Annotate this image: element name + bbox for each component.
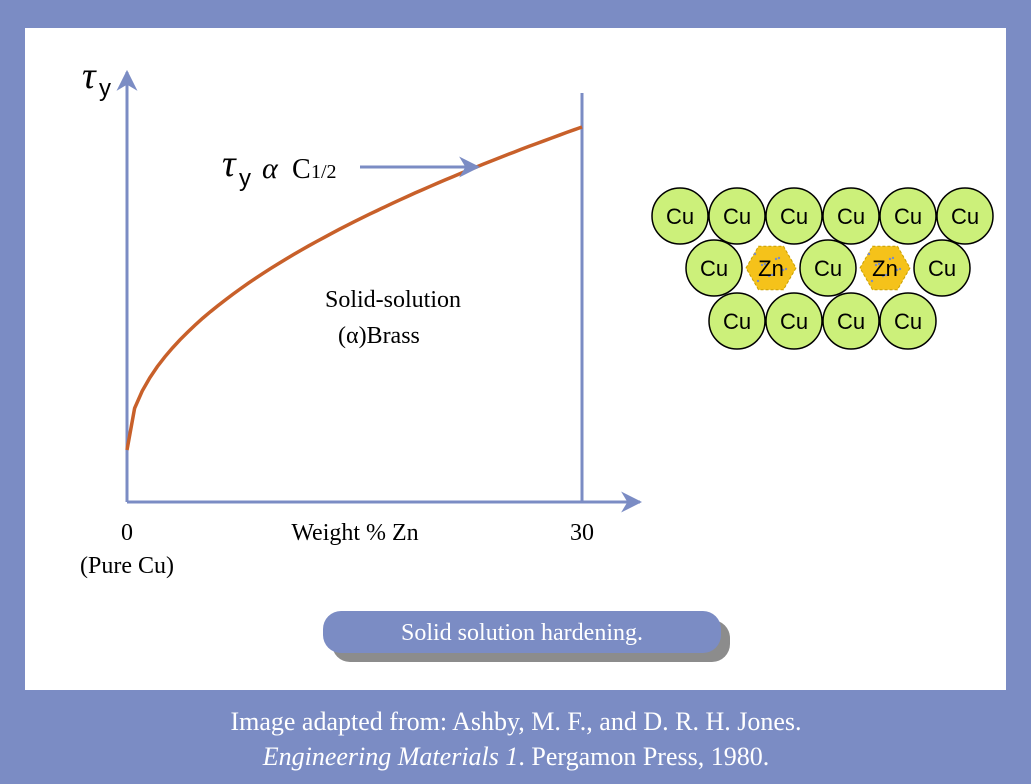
y-axis-subscript: y (99, 75, 111, 102)
caption: Engineering Materials 1. Pergamon Press,… (262, 742, 770, 771)
atom-label: Cu (928, 256, 956, 281)
atom-label: Cu (951, 204, 979, 229)
atom-label: Cu (700, 256, 728, 281)
atom-label: Cu (894, 204, 922, 229)
button-label: Solid solution hardening. (401, 620, 643, 646)
y-axis-symbol: τ (82, 55, 97, 97)
atom-label: Cu (723, 309, 751, 334)
panel (25, 28, 1006, 690)
slide: τ y τ y α C 1/2 Solid-solution (α)Brass … (0, 0, 1031, 784)
caption-title: Engineering Materials 1 (262, 742, 519, 771)
x-tick-label: 0 (121, 520, 133, 546)
zn-dot (754, 253, 756, 255)
zn-dot (899, 268, 901, 270)
curve-subscript: y (239, 165, 251, 192)
atom-label: Cu (894, 309, 922, 334)
page: τ y τ y α C 1/2 Solid-solution (α)Brass … (0, 0, 1031, 784)
x-axis-label: Weight % Zn (291, 520, 418, 546)
atom-label: Cu (837, 204, 865, 229)
zn-dot (785, 268, 787, 270)
atom-label: Cu (780, 204, 808, 229)
atom-label: Cu (666, 204, 694, 229)
x-tick-label: 30 (570, 520, 594, 546)
atom-label: Zn (872, 256, 898, 281)
caption: Image adapted from: Ashby, M. F., and D.… (230, 707, 801, 736)
region-label: (α)Brass (338, 323, 420, 349)
curve-exponent: 1/2 (311, 161, 337, 183)
curve-symbol: τ (222, 143, 237, 185)
x-origin-note: (Pure Cu) (80, 553, 174, 579)
atom-label: Cu (837, 309, 865, 334)
atom-label: Zn (758, 256, 784, 281)
atom-label: Cu (780, 309, 808, 334)
caption-rest: . Pergamon Press, 1980. (518, 742, 769, 771)
curve-relation: α (262, 152, 279, 185)
atom-label: Cu (814, 256, 842, 281)
region-label: Solid-solution (325, 287, 461, 313)
atom-label: Cu (723, 204, 751, 229)
curve-base: C (292, 154, 311, 185)
zn-dot (868, 253, 870, 255)
